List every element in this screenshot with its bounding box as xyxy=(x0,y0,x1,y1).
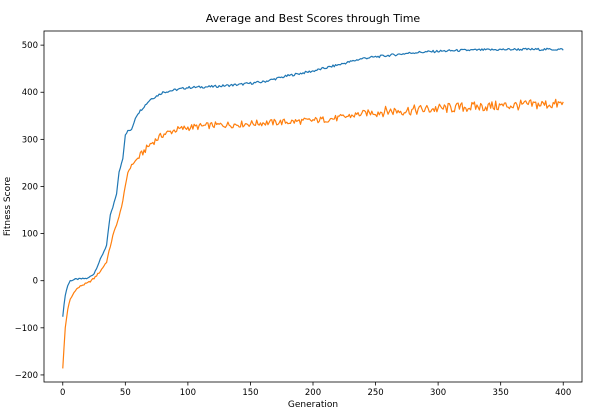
y-tick-label: 200 xyxy=(22,182,38,192)
plot-area xyxy=(43,30,583,383)
x-tick-label: 150 xyxy=(242,388,258,398)
y-tick-label: −100 xyxy=(15,324,38,334)
x-tick-label: 200 xyxy=(305,388,321,398)
y-tick-label: 400 xyxy=(22,88,38,98)
x-tick-label: 400 xyxy=(555,388,571,398)
series-group xyxy=(62,47,564,369)
series-line-2 xyxy=(62,98,564,369)
x-tick-label: 0 xyxy=(60,388,65,398)
y-tick-label: 500 xyxy=(22,41,38,51)
y-tick-label: 100 xyxy=(22,230,38,240)
series-line-1 xyxy=(62,47,564,317)
x-tick-label: 350 xyxy=(493,388,509,398)
x-tick-label: 100 xyxy=(180,388,196,398)
x-axis-ticks: 0 50 100 150 200 250 300 350 400 xyxy=(60,382,571,398)
x-axis-label: Generation xyxy=(288,400,338,410)
y-axis-ticks: −200 −100 0 100 200 300 400 500 xyxy=(15,41,44,381)
y-tick-label: 300 xyxy=(22,135,38,145)
y-tick-label: 0 xyxy=(33,277,38,287)
x-tick-label: 300 xyxy=(430,388,446,398)
y-axis-label: Fitness Score xyxy=(3,176,13,236)
plot-frame xyxy=(43,30,583,383)
x-tick-label: 250 xyxy=(367,388,383,398)
x-tick-label: 50 xyxy=(120,388,131,398)
chart-title: Average and Best Scores through Time xyxy=(206,12,421,25)
y-tick-label: −200 xyxy=(15,371,38,381)
